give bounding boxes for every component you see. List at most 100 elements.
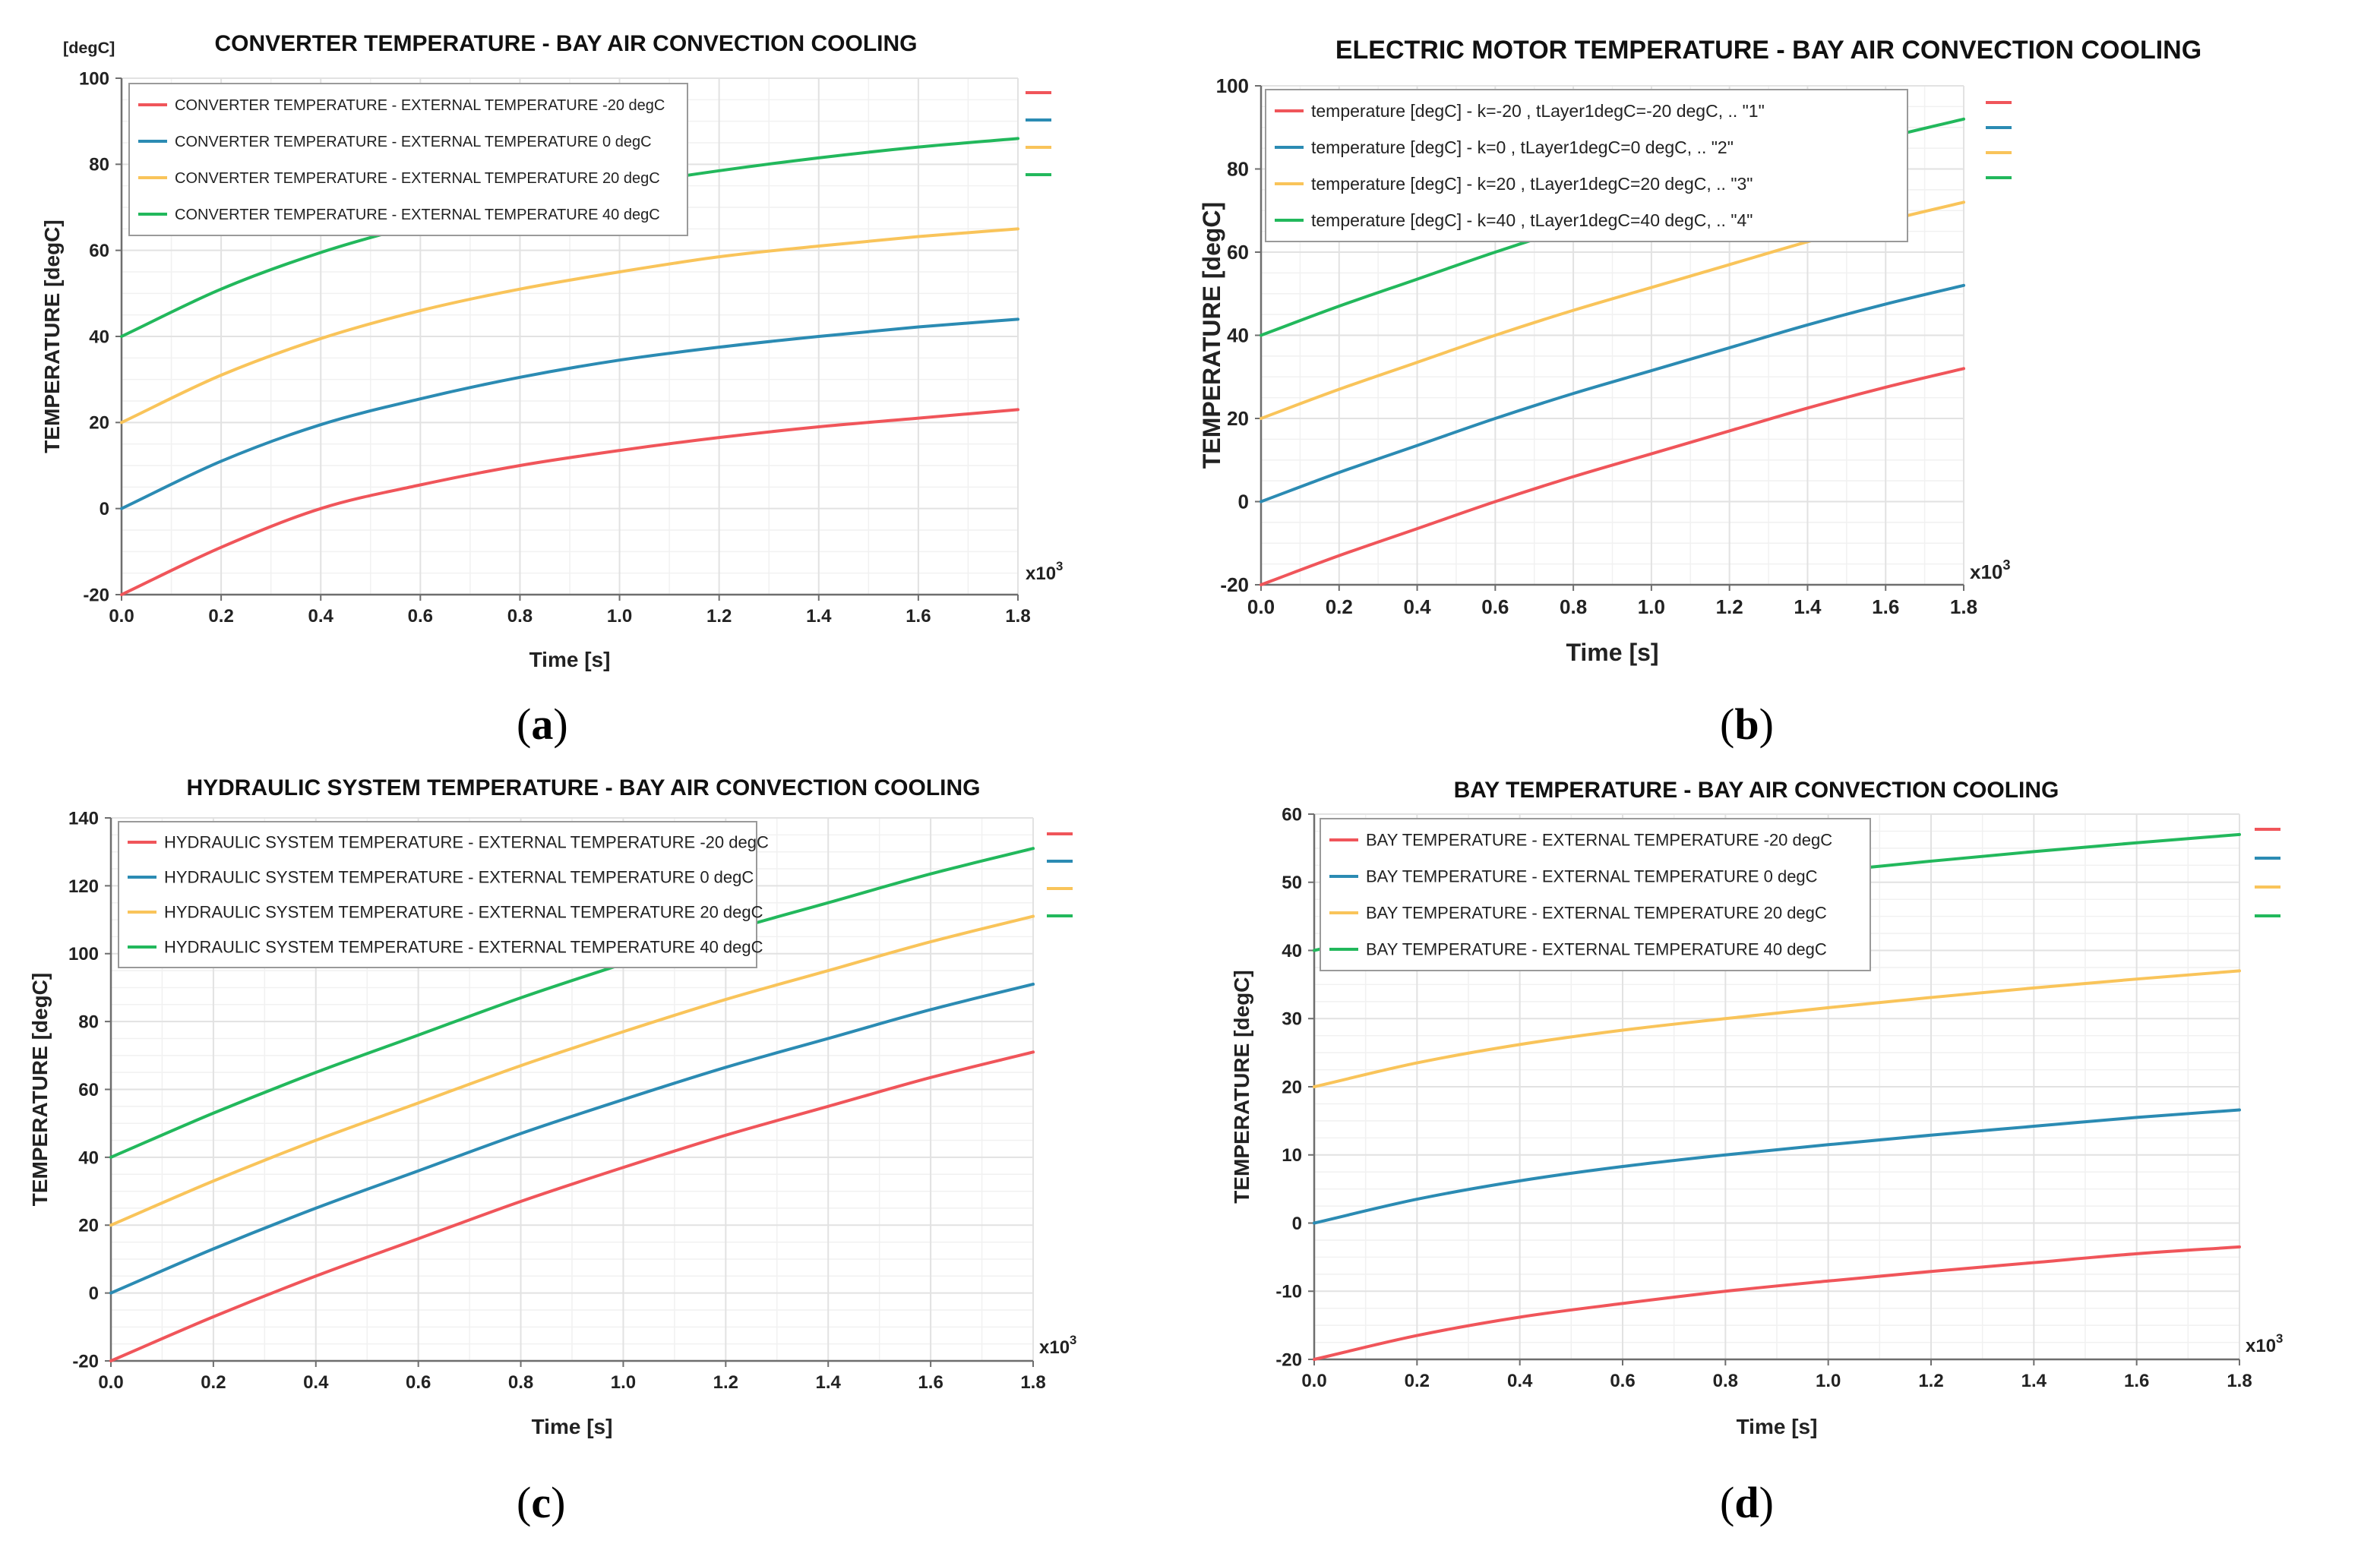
chart-panel-a: 0.0 0.2 0.4 0.6 0.8 1.0 1.2 1.4 1.6 1.8 -20 0 20 40 60…: [0, 0, 1190, 775]
chart-panel-b: 0.0 0.2 0.4 0.6 0.8 1.0 1.2 1.4 1.6 1.8 -20 0 20 40 60…: [1190, 0, 2380, 775]
chart-c-x-tick-label: 0.2: [201, 1372, 226, 1393]
chart-d-y-tick-label: 20: [1282, 1077, 1302, 1097]
caption-a: (a): [517, 699, 568, 749]
chart-d-y-tick-label: 30: [1282, 1009, 1302, 1030]
chart-a-x-tick-label: 0.8: [507, 606, 533, 627]
chart-a-legend-box: [128, 83, 688, 236]
caption-a-letter: a: [531, 699, 554, 749]
chart-d-x-tick-label: 1.0: [1816, 1371, 1841, 1391]
chart-d-x-tick-label: 1.4: [2021, 1371, 2047, 1391]
chart-a-x-tick-label: 0.0: [109, 606, 134, 627]
chart-b-x-tick-label: 0.8: [1560, 595, 1587, 618]
chart-b-x-tick-label: 1.8: [1950, 595, 1977, 618]
chart-c-x-axis-label: Time [s]: [532, 1415, 613, 1438]
chart-c-series-line-1: [109, 1050, 1035, 1362]
chart-d-legend-label-3: BAY TEMPERATURE - EXTERNAL TEMPERATURE 2…: [1366, 904, 1827, 923]
caption-c: (c): [517, 1478, 566, 1527]
chart-d-y-tick-label: 10: [1282, 1145, 1302, 1166]
chart-a-x-multiplier: x103: [1026, 559, 1063, 584]
chart-b-series-line-1: [1260, 367, 1965, 586]
chart-b-y-tick-label: 0: [1238, 491, 1249, 513]
chart-d-x-tick-label: 0.8: [1713, 1371, 1738, 1391]
chart-b-x-tick-label: 1.6: [1872, 595, 1899, 618]
chart-b-x-tick-label: 1.2: [1716, 595, 1743, 618]
chart-c-legend-box: [118, 821, 757, 968]
chart-d-y-tick-label: 40: [1282, 941, 1302, 961]
chart-d-y-axis-label: TEMPERATURE [degC]: [1230, 970, 1253, 1203]
chart-a-legend-label-4: CONVERTER TEMPERATURE - EXTERNAL TEMPERA…: [175, 207, 660, 223]
chart-a-y-tick-label: 40: [89, 327, 109, 347]
chart-c-y-tick-label: 60: [78, 1080, 99, 1100]
chart-d-x-tick-label: 1.6: [2124, 1371, 2149, 1391]
chart-b-y-axis-label: TEMPERATURE [degC]: [1198, 202, 1225, 469]
chart-a-x-tick-label: 0.4: [308, 606, 334, 627]
chart-b-x-tick-label: 0.2: [1326, 595, 1353, 618]
chart-c-y-tick-label: 100: [68, 944, 99, 964]
chart-c-y-tick-label: 120: [68, 876, 99, 897]
chart-a-x-tick-label: 1.8: [1005, 606, 1030, 627]
chart-c: 0.0 0.2 0.4 0.6 0.8 1.0 1.2 1.4 1.6 1.8 -20 0 20 40 60…: [28, 775, 1076, 1438]
chart-c-x-tick-label: 1.2: [713, 1372, 738, 1393]
chart-d-legend-label-1: BAY TEMPERATURE - EXTERNAL TEMPERATURE -…: [1366, 831, 1832, 850]
chart-d-x-multiplier: x103: [2246, 1331, 2283, 1356]
chart-a-series-line-2: [120, 317, 1019, 510]
chart-d-series-line-3: [1313, 969, 2241, 1088]
chart-b-y-tick-label: 60: [1227, 241, 1249, 264]
chart-c-y-tick-label: 140: [68, 808, 99, 829]
chart-c-title: HYDRAULIC SYSTEM TEMPERATURE - BAY AIR C…: [186, 775, 980, 800]
chart-c-y-tick-label: -20: [72, 1351, 99, 1372]
chart-b-x-tick-label: 0.6: [1481, 595, 1509, 618]
chart-a-y-tick-label: 20: [89, 413, 109, 434]
chart-a: 0.0 0.2 0.4 0.6 0.8 1.0 1.2 1.4 1.6 1.8 -20 0 20 40 60…: [40, 31, 1063, 671]
chart-d-x-tick-label: 1.8: [2227, 1371, 2252, 1391]
chart-d-legend-label-4: BAY TEMPERATURE - EXTERNAL TEMPERATURE 4…: [1366, 940, 1827, 959]
chart-a-y-tick-label: 100: [79, 68, 109, 89]
chart-c-y-axis-label: TEMPERATURE [degC]: [28, 973, 52, 1206]
chart-c-x-tick-label: 1.4: [816, 1372, 842, 1393]
chart-d-x-tick-label: 0.6: [1610, 1371, 1635, 1391]
chart-b-x-tick-label: 1.0: [1638, 595, 1665, 618]
chart-c-y-tick-label: 40: [78, 1148, 99, 1168]
chart-a-x-tick-label: 0.2: [208, 606, 233, 627]
chart-b-legend-box: [1265, 89, 1908, 242]
chart-b-legend-label-3: temperature [degC] - k=20 , tLayer1degC=…: [1311, 174, 1753, 194]
chart-b-x-tick-label: 0.0: [1247, 595, 1275, 618]
chart-a-x-tick-label: 0.6: [408, 606, 433, 627]
chart-c-x-tick-label: 1.0: [611, 1372, 636, 1393]
chart-b-title: ELECTRIC MOTOR TEMPERATURE - BAY AIR CON…: [1335, 36, 2201, 65]
chart-c-x-tick-label: 0.6: [406, 1372, 431, 1393]
chart-c-x-tick-label: 0.8: [508, 1372, 533, 1393]
chart-d-y-tick-label: -10: [1275, 1282, 1302, 1302]
caption-d: (d): [1720, 1478, 1774, 1527]
chart-d: 0.0 0.2 0.4 0.6 0.8 1.0 1.2 1.4 1.6 1.8 -20 -10 0 10 2…: [1230, 778, 2283, 1438]
chart-c-series-line-4: [109, 847, 1035, 1159]
chart-a-y-tick-label: -20: [83, 585, 109, 605]
caption-d-letter: d: [1734, 1478, 1759, 1527]
chart-panel-c: 0.0 0.2 0.4 0.6 0.8 1.0 1.2 1.4 1.6 1.8 -20 0 20 40 60…: [0, 775, 1190, 1550]
chart-d-x-tick-label: 0.0: [1301, 1371, 1326, 1391]
chart-c-series-line-3: [109, 914, 1035, 1227]
chart-b-y-tick-label: 20: [1227, 407, 1249, 430]
chart-b-x-multiplier-exp: 3: [2002, 557, 2010, 573]
chart-d-legend-label-2: BAY TEMPERATURE - EXTERNAL TEMPERATURE 0…: [1366, 867, 1818, 886]
chart-d-x-multiplier-exp: 3: [2276, 1331, 2283, 1346]
chart-b-series-line-2: [1260, 283, 1965, 504]
chart-b-y-tick-label: 80: [1227, 158, 1249, 181]
chart-b-x-tick-label: 1.4: [1794, 595, 1822, 618]
chart-a-title: CONVERTER TEMPERATURE - BAY AIR CONVECTI…: [214, 31, 917, 56]
chart-a-x-tick-label: 1.4: [806, 606, 832, 627]
chart-c-x-multiplier: x103: [1039, 1333, 1076, 1358]
chart-a-y-tick-label: 0: [100, 499, 109, 519]
chart-a-unit-label: [degC]: [63, 38, 115, 57]
chart-c-series-line-2: [109, 982, 1035, 1295]
chart-d-x-axis-label: Time [s]: [1737, 1415, 1818, 1438]
chart-a-x-axis-label: Time [s]: [529, 648, 611, 671]
chart-b-y-tick-label: 40: [1227, 324, 1249, 347]
chart-c-x-multiplier-exp: 3: [1070, 1333, 1076, 1347]
chart-b-x-axis-label: Time [s]: [1566, 639, 1658, 666]
chart-d-y-tick-label: 0: [1292, 1214, 1302, 1234]
chart-d-x-tick-label: 1.2: [1918, 1371, 1943, 1391]
chart-d-series-line-1: [1313, 1245, 2241, 1361]
chart-b-y-tick-label: -20: [1220, 573, 1249, 596]
chart-a-legend-label-3: CONVERTER TEMPERATURE - EXTERNAL TEMPERA…: [175, 170, 660, 187]
